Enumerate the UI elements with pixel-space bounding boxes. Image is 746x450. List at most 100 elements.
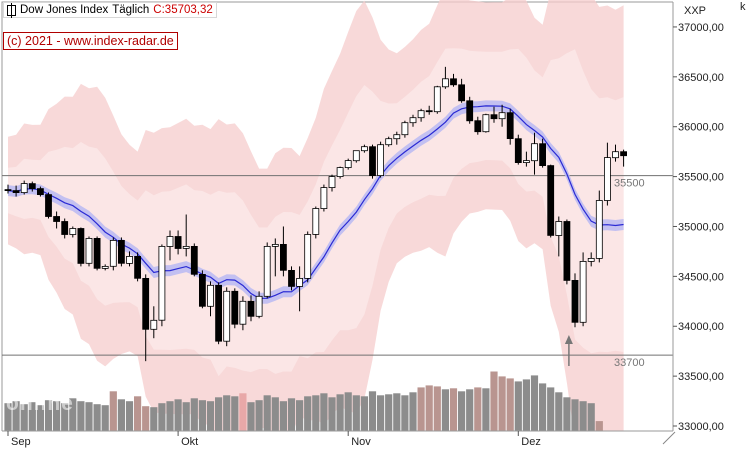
- volume-bar: [263, 395, 271, 431]
- volume-bar: [377, 395, 385, 431]
- candle-body: [612, 151, 619, 159]
- volume-bar: [223, 395, 231, 431]
- volume-bar: [547, 387, 555, 431]
- volume-bar: [255, 400, 263, 431]
- volume-bar: [28, 402, 36, 431]
- candle: [215, 282, 223, 345]
- y-tick-label: 35000,00: [678, 221, 724, 233]
- candle-body: [53, 216, 60, 222]
- level-label: 35500: [614, 178, 645, 190]
- volume-bar: [368, 391, 377, 431]
- volume-bar: [320, 393, 328, 431]
- volume-bar: [522, 379, 530, 431]
- candle: [312, 206, 320, 239]
- candle-body: [279, 243, 287, 271]
- volume-bar: [401, 395, 409, 431]
- candle: [247, 295, 255, 322]
- candle-body: [207, 284, 214, 307]
- candle-body: [369, 146, 376, 176]
- y-tick-label: 35500,00: [678, 172, 724, 184]
- candle: [336, 166, 344, 179]
- candle: [12, 185, 20, 197]
- candle-body: [312, 208, 320, 235]
- candle: [450, 73, 457, 87]
- candle: [587, 252, 595, 267]
- candle: [393, 131, 401, 145]
- volume-bar: [182, 402, 190, 431]
- volume-bar: [312, 395, 320, 431]
- candle-body: [182, 245, 190, 249]
- candle: [571, 273, 579, 328]
- interval-label: Täglich: [112, 4, 150, 16]
- candle: [150, 306, 158, 339]
- candle: [620, 149, 627, 167]
- candle-body: [126, 255, 133, 264]
- candle-body: [328, 176, 336, 189]
- candle-body: [320, 187, 328, 210]
- y-tick-label: 33500,00: [678, 371, 724, 383]
- volume-bar: [206, 401, 215, 431]
- volume-bar: [101, 405, 109, 431]
- candle-body: [93, 237, 101, 269]
- candle-body: [417, 110, 425, 119]
- candle-body: [506, 112, 514, 139]
- candle-body: [336, 167, 344, 178]
- volume-bar: [530, 375, 539, 431]
- candle-body: [450, 78, 457, 86]
- candle: [28, 181, 36, 192]
- volume-bar: [563, 397, 571, 431]
- level-label: 33700: [614, 357, 645, 369]
- candle: [223, 287, 231, 347]
- candle: [490, 106, 498, 123]
- candle: [126, 251, 133, 267]
- volume-bar: [271, 397, 279, 431]
- watermark-logo: online tradesignal: [6, 390, 95, 415]
- candle-body: [20, 183, 28, 194]
- candle: [539, 138, 546, 168]
- candle: [20, 180, 28, 195]
- x-axis-panel: [0, 431, 673, 450]
- candle: [271, 238, 279, 277]
- candle: [328, 174, 336, 192]
- candle: [458, 78, 466, 103]
- candle-body: [579, 260, 587, 323]
- watermark-main: tradesignal: [44, 390, 95, 399]
- candle: [142, 274, 150, 362]
- candle-body: [523, 160, 530, 164]
- y-axis-panel: [673, 0, 746, 450]
- volume-bar: [417, 387, 425, 431]
- candle: [417, 108, 425, 122]
- candle-body: [271, 243, 279, 247]
- volume-bar: [360, 396, 368, 431]
- candle-body: [239, 300, 247, 325]
- candle-body: [498, 112, 506, 120]
- candle-body: [393, 134, 401, 140]
- candle-body: [69, 228, 77, 235]
- candle: [37, 186, 44, 197]
- candle: [288, 266, 295, 291]
- volume-bar: [296, 400, 304, 431]
- candle-body: [490, 114, 498, 120]
- volume-bar: [174, 399, 182, 431]
- candle-body: [223, 290, 231, 342]
- candle-body: [425, 110, 433, 113]
- x-tick-label: Nov: [351, 436, 371, 448]
- candle-body: [531, 143, 538, 162]
- volume-bar: [215, 397, 223, 431]
- candle: [69, 226, 77, 238]
- candle: [296, 266, 304, 312]
- candle-body: [377, 144, 385, 176]
- candle-body: [231, 290, 239, 325]
- candle-body: [166, 236, 174, 247]
- candle: [595, 190, 603, 263]
- volume-bar: [61, 403, 69, 431]
- volume-bar: [490, 371, 498, 431]
- volume-bar: [595, 421, 603, 431]
- volume-bar: [474, 387, 482, 431]
- candle-body: [482, 114, 490, 133]
- candle: [255, 291, 263, 319]
- x-tick-label: Okt: [181, 436, 198, 448]
- y-tick-label: 34500,00: [678, 271, 724, 283]
- candle: [377, 141, 385, 178]
